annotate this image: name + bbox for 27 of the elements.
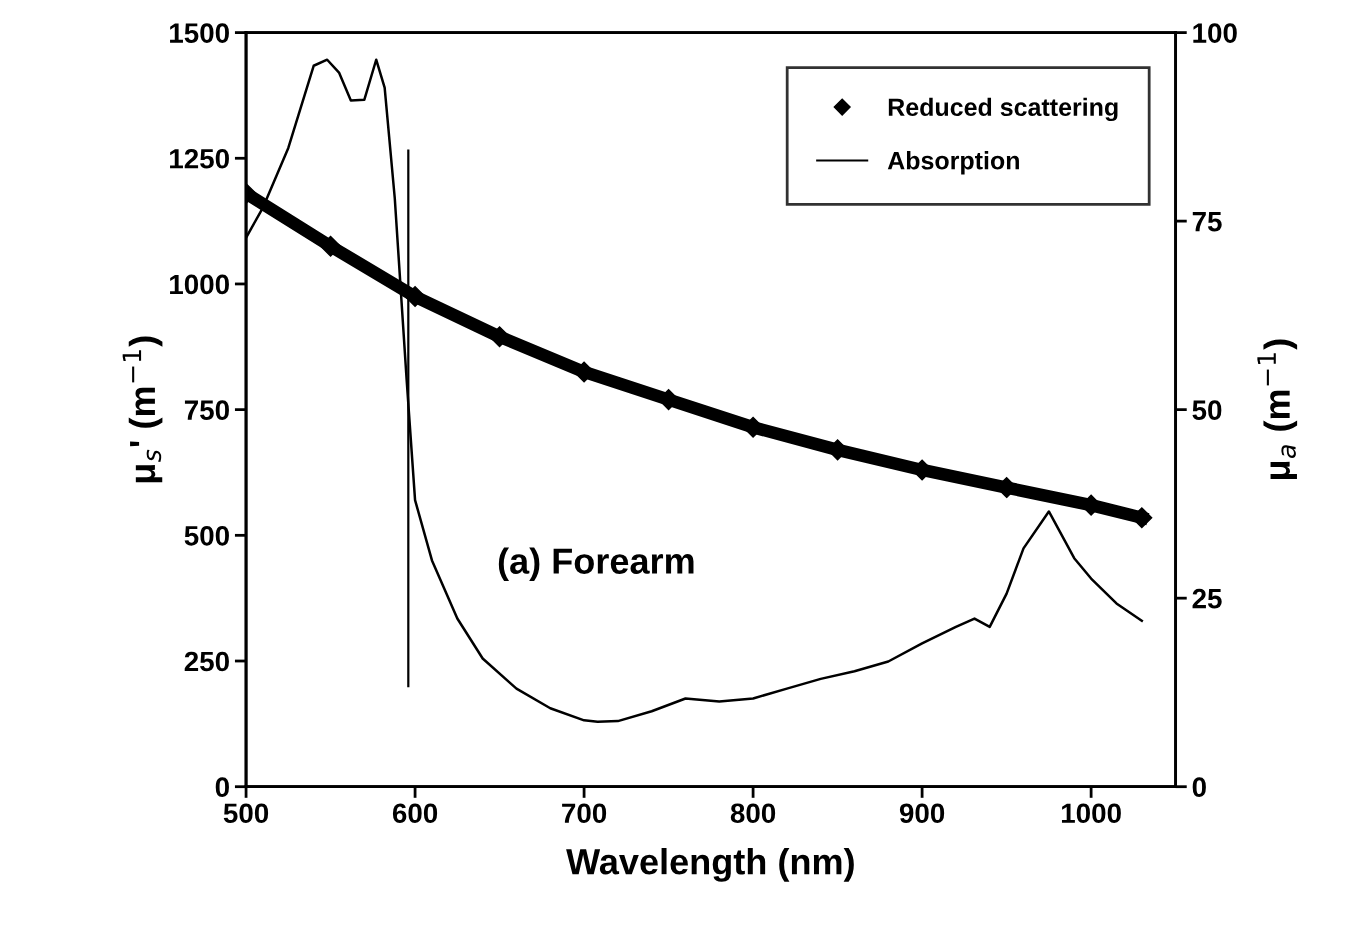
y2-tick-label: 0	[1192, 777, 1206, 798]
legend-label: Absorption	[887, 151, 1019, 175]
y2-tick-label: 25	[1192, 588, 1222, 609]
y-tick-label: 250	[184, 651, 229, 672]
x-axis-title: Wavelength (nm)	[566, 848, 854, 882]
x-tick-label: 800	[730, 803, 776, 824]
x-tick-label: 900	[899, 803, 945, 824]
x-tick-label: 600	[392, 803, 438, 824]
x-tick-label: 700	[562, 803, 607, 824]
y-tick-label: 0	[215, 777, 229, 798]
x-tick-label: 1000	[1061, 803, 1121, 824]
y-tick-label: 1000	[170, 274, 229, 295]
point	[404, 286, 426, 308]
y2-tick-label: 50	[1192, 400, 1222, 420]
y-tick-label: 1250	[170, 148, 229, 169]
y-tick-label: 750	[184, 400, 229, 420]
point	[489, 326, 511, 348]
y-axis-title: μ$_{s}$' (m$^{−1}$)	[122, 336, 163, 483]
y2-tick-label: 75	[1192, 212, 1222, 232]
x-tick-label: 500	[223, 803, 269, 824]
y2-tick-label: 100	[1193, 23, 1237, 43]
y-tick-label: 500	[184, 525, 229, 546]
y2-axis-title: μ$_{a}$ (m$^{−1}$)	[1257, 339, 1298, 479]
point	[320, 235, 342, 257]
annotation: (a) Forearm	[498, 547, 694, 582]
y-tick-label: 1500	[170, 23, 229, 43]
legend-label: Reduced scattering	[888, 97, 1118, 122]
